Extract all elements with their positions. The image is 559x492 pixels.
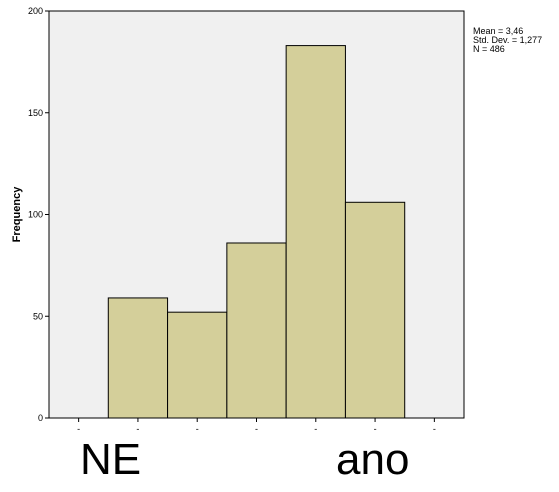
bar-2 bbox=[167, 311, 228, 419]
y-axis: 0 50 100 150 200 bbox=[28, 6, 49, 423]
x-tick-label-5: - bbox=[374, 424, 377, 434]
y-tick-label-50: 50 bbox=[33, 311, 43, 321]
x-tick-label-6: - bbox=[433, 424, 436, 434]
overlay-text-ne: NE bbox=[80, 435, 142, 484]
stats-n: N = 486 bbox=[473, 44, 505, 54]
bar-3 bbox=[226, 242, 287, 419]
y-tick-label-150: 150 bbox=[28, 108, 43, 118]
overlay-text-ano: ano bbox=[336, 435, 410, 484]
x-tick-label-1: - bbox=[136, 424, 139, 434]
y-tick-label-100: 100 bbox=[28, 210, 43, 220]
y-tick-label-0: 0 bbox=[38, 413, 43, 423]
stats-std-dev: Std. Dev. = 1,277 bbox=[473, 35, 542, 45]
y-tick-label-200: 200 bbox=[28, 6, 43, 16]
bar-4 bbox=[285, 45, 346, 419]
x-tick-label-2: - bbox=[196, 424, 199, 434]
x-axis: ------- bbox=[77, 418, 436, 434]
bar-1 bbox=[107, 297, 169, 419]
stats-mean: Mean = 3,46 bbox=[473, 26, 523, 36]
y-axis-label: Frequency bbox=[11, 186, 23, 243]
x-tick-label-4: - bbox=[314, 424, 317, 434]
x-tick-label-0: - bbox=[77, 424, 80, 434]
bars-group bbox=[107, 45, 406, 419]
x-tick-label-3: - bbox=[255, 424, 258, 434]
bar-5 bbox=[344, 201, 406, 419]
